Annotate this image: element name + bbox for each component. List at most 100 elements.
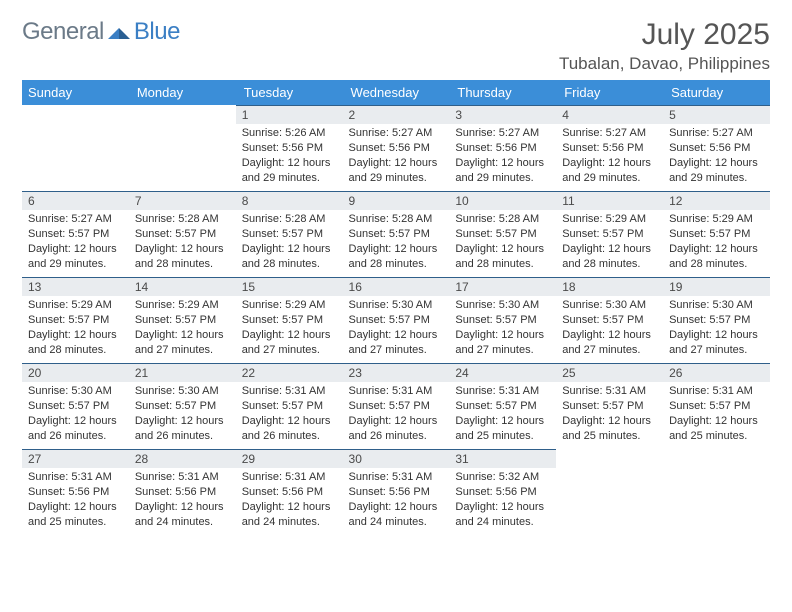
calendar-day-cell: 25Sunrise: 5:31 AMSunset: 5:57 PMDayligh… (556, 363, 663, 449)
calendar-day-cell: 30Sunrise: 5:31 AMSunset: 5:56 PMDayligh… (343, 449, 450, 535)
day-number: 15 (236, 277, 343, 296)
calendar-day-cell (556, 449, 663, 535)
day-number: 19 (663, 277, 770, 296)
day-detail: Sunrise: 5:28 AMSunset: 5:57 PMDaylight:… (236, 210, 343, 275)
day-number: 26 (663, 363, 770, 382)
day-number: 7 (129, 191, 236, 210)
day-detail: Sunrise: 5:28 AMSunset: 5:57 PMDaylight:… (343, 210, 450, 275)
day-number: 6 (22, 191, 129, 210)
day-number: 5 (663, 105, 770, 124)
day-detail: Sunrise: 5:29 AMSunset: 5:57 PMDaylight:… (22, 296, 129, 361)
weekday-header: Monday (129, 80, 236, 105)
day-number: 24 (449, 363, 556, 382)
weekday-header: Thursday (449, 80, 556, 105)
calendar-day-cell: 17Sunrise: 5:30 AMSunset: 5:57 PMDayligh… (449, 277, 556, 363)
title-block: July 2025 Tubalan, Davao, Philippines (559, 18, 770, 74)
weekday-header: Saturday (663, 80, 770, 105)
calendar-day-cell: 26Sunrise: 5:31 AMSunset: 5:57 PMDayligh… (663, 363, 770, 449)
calendar-day-cell: 21Sunrise: 5:30 AMSunset: 5:57 PMDayligh… (129, 363, 236, 449)
calendar-day-cell: 31Sunrise: 5:32 AMSunset: 5:56 PMDayligh… (449, 449, 556, 535)
day-detail: Sunrise: 5:30 AMSunset: 5:57 PMDaylight:… (663, 296, 770, 361)
logo: General Blue (22, 18, 180, 46)
day-detail: Sunrise: 5:32 AMSunset: 5:56 PMDaylight:… (449, 468, 556, 533)
calendar-day-cell: 18Sunrise: 5:30 AMSunset: 5:57 PMDayligh… (556, 277, 663, 363)
day-detail: Sunrise: 5:30 AMSunset: 5:57 PMDaylight:… (449, 296, 556, 361)
calendar-week-row: 20Sunrise: 5:30 AMSunset: 5:57 PMDayligh… (22, 363, 770, 449)
day-number: 13 (22, 277, 129, 296)
day-number: 12 (663, 191, 770, 210)
day-detail: Sunrise: 5:30 AMSunset: 5:57 PMDaylight:… (129, 382, 236, 447)
day-number: 1 (236, 105, 343, 124)
calendar-day-cell: 27Sunrise: 5:31 AMSunset: 5:56 PMDayligh… (22, 449, 129, 535)
day-number: 30 (343, 449, 450, 468)
calendar-week-row: 1Sunrise: 5:26 AMSunset: 5:56 PMDaylight… (22, 105, 770, 191)
day-number: 28 (129, 449, 236, 468)
day-number: 16 (343, 277, 450, 296)
day-detail: Sunrise: 5:31 AMSunset: 5:56 PMDaylight:… (22, 468, 129, 533)
calendar-day-cell: 10Sunrise: 5:28 AMSunset: 5:57 PMDayligh… (449, 191, 556, 277)
logo-triangle-icon (108, 25, 130, 39)
day-detail: Sunrise: 5:27 AMSunset: 5:56 PMDaylight:… (343, 124, 450, 189)
day-detail: Sunrise: 5:29 AMSunset: 5:57 PMDaylight:… (663, 210, 770, 275)
logo-word-general: General (22, 18, 104, 46)
weekday-header: Friday (556, 80, 663, 105)
calendar-day-cell: 12Sunrise: 5:29 AMSunset: 5:57 PMDayligh… (663, 191, 770, 277)
calendar-day-cell: 19Sunrise: 5:30 AMSunset: 5:57 PMDayligh… (663, 277, 770, 363)
day-detail: Sunrise: 5:27 AMSunset: 5:56 PMDaylight:… (449, 124, 556, 189)
calendar-table: SundayMondayTuesdayWednesdayThursdayFrid… (22, 80, 770, 535)
header: General Blue July 2025 Tubalan, Davao, P… (22, 18, 770, 74)
day-detail: Sunrise: 5:30 AMSunset: 5:57 PMDaylight:… (343, 296, 450, 361)
day-detail: Sunrise: 5:28 AMSunset: 5:57 PMDaylight:… (129, 210, 236, 275)
day-detail: Sunrise: 5:27 AMSunset: 5:56 PMDaylight:… (663, 124, 770, 189)
calendar-day-cell: 22Sunrise: 5:31 AMSunset: 5:57 PMDayligh… (236, 363, 343, 449)
day-number: 22 (236, 363, 343, 382)
weekday-header: Tuesday (236, 80, 343, 105)
day-detail: Sunrise: 5:31 AMSunset: 5:57 PMDaylight:… (236, 382, 343, 447)
calendar-week-row: 27Sunrise: 5:31 AMSunset: 5:56 PMDayligh… (22, 449, 770, 535)
day-number: 4 (556, 105, 663, 124)
day-detail: Sunrise: 5:31 AMSunset: 5:57 PMDaylight:… (343, 382, 450, 447)
day-detail: Sunrise: 5:26 AMSunset: 5:56 PMDaylight:… (236, 124, 343, 189)
calendar-day-cell: 28Sunrise: 5:31 AMSunset: 5:56 PMDayligh… (129, 449, 236, 535)
day-detail: Sunrise: 5:27 AMSunset: 5:57 PMDaylight:… (22, 210, 129, 275)
calendar-day-cell: 23Sunrise: 5:31 AMSunset: 5:57 PMDayligh… (343, 363, 450, 449)
calendar-day-cell: 2Sunrise: 5:27 AMSunset: 5:56 PMDaylight… (343, 105, 450, 191)
day-number: 27 (22, 449, 129, 468)
calendar-day-cell: 29Sunrise: 5:31 AMSunset: 5:56 PMDayligh… (236, 449, 343, 535)
day-detail: Sunrise: 5:30 AMSunset: 5:57 PMDaylight:… (556, 296, 663, 361)
month-title: July 2025 (559, 18, 770, 52)
day-detail: Sunrise: 5:29 AMSunset: 5:57 PMDaylight:… (236, 296, 343, 361)
day-number: 2 (343, 105, 450, 124)
day-detail: Sunrise: 5:29 AMSunset: 5:57 PMDaylight:… (129, 296, 236, 361)
day-number: 11 (556, 191, 663, 210)
calendar-header-row: SundayMondayTuesdayWednesdayThursdayFrid… (22, 80, 770, 105)
calendar-day-cell: 11Sunrise: 5:29 AMSunset: 5:57 PMDayligh… (556, 191, 663, 277)
day-number: 3 (449, 105, 556, 124)
calendar-day-cell: 8Sunrise: 5:28 AMSunset: 5:57 PMDaylight… (236, 191, 343, 277)
day-number: 18 (556, 277, 663, 296)
calendar-day-cell: 5Sunrise: 5:27 AMSunset: 5:56 PMDaylight… (663, 105, 770, 191)
calendar-day-cell: 6Sunrise: 5:27 AMSunset: 5:57 PMDaylight… (22, 191, 129, 277)
calendar-day-cell: 3Sunrise: 5:27 AMSunset: 5:56 PMDaylight… (449, 105, 556, 191)
calendar-day-cell: 4Sunrise: 5:27 AMSunset: 5:56 PMDaylight… (556, 105, 663, 191)
day-number: 17 (449, 277, 556, 296)
day-number: 14 (129, 277, 236, 296)
calendar-day-cell (663, 449, 770, 535)
calendar-week-row: 6Sunrise: 5:27 AMSunset: 5:57 PMDaylight… (22, 191, 770, 277)
day-detail: Sunrise: 5:31 AMSunset: 5:57 PMDaylight:… (449, 382, 556, 447)
calendar-day-cell: 9Sunrise: 5:28 AMSunset: 5:57 PMDaylight… (343, 191, 450, 277)
day-number: 9 (343, 191, 450, 210)
day-detail: Sunrise: 5:31 AMSunset: 5:57 PMDaylight:… (663, 382, 770, 447)
day-number: 29 (236, 449, 343, 468)
calendar-day-cell: 15Sunrise: 5:29 AMSunset: 5:57 PMDayligh… (236, 277, 343, 363)
day-detail: Sunrise: 5:30 AMSunset: 5:57 PMDaylight:… (22, 382, 129, 447)
calendar-day-cell: 16Sunrise: 5:30 AMSunset: 5:57 PMDayligh… (343, 277, 450, 363)
day-number: 10 (449, 191, 556, 210)
weekday-header: Sunday (22, 80, 129, 105)
logo-word-blue: Blue (134, 18, 180, 46)
day-number: 8 (236, 191, 343, 210)
location-subtitle: Tubalan, Davao, Philippines (559, 54, 770, 74)
calendar-day-cell: 20Sunrise: 5:30 AMSunset: 5:57 PMDayligh… (22, 363, 129, 449)
weekday-header: Wednesday (343, 80, 450, 105)
day-detail: Sunrise: 5:31 AMSunset: 5:56 PMDaylight:… (129, 468, 236, 533)
